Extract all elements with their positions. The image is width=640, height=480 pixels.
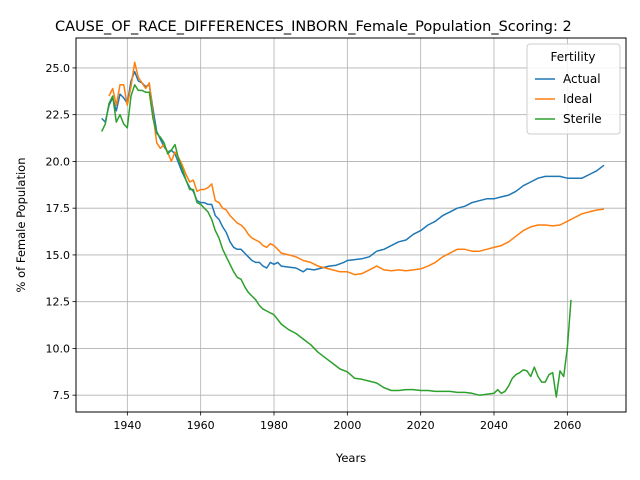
- chart-title: CAUSE_OF_RACE_DIFFERENCES_INBORN_Female_…: [55, 19, 572, 35]
- x-tick-label: 2020: [407, 419, 435, 432]
- x-tick-label: 2000: [333, 419, 361, 432]
- series-line-sterile: [101, 84, 572, 398]
- legend-label-actual: Actual: [563, 72, 601, 86]
- y-tick-label: 15.0: [46, 249, 71, 262]
- y-tick-label: 10.0: [46, 342, 71, 355]
- x-tick-label: 2060: [553, 419, 581, 432]
- y-tick-label: 20.0: [46, 155, 71, 168]
- y-axis-label: % of Female Population: [14, 158, 28, 293]
- y-tick-label: 25.0: [46, 62, 71, 75]
- axis-ticks: 1940 1960 1980 2000 2020 2040 2060 7.5 10.0 12.5 1…: [46, 62, 582, 432]
- legend-label-ideal: Ideal: [563, 92, 592, 106]
- series-lines: [101, 61, 605, 398]
- x-tick-label: 1960: [187, 419, 215, 432]
- y-tick-label: 17.5: [46, 202, 71, 215]
- plot-frame: [75, 37, 627, 413]
- legend-entries: Actual Ideal Sterile: [535, 72, 602, 126]
- x-tick-label: 2040: [480, 419, 508, 432]
- x-tick-label: 1980: [260, 419, 288, 432]
- x-tick-label: 1940: [113, 419, 141, 432]
- legend: Fertility Actual Ideal Sterile: [526, 43, 621, 135]
- y-tick-label: 7.5: [53, 389, 71, 402]
- y-tick-label: 12.5: [46, 296, 71, 309]
- y-tick-label: 22.5: [46, 109, 71, 122]
- legend-box: [526, 43, 621, 135]
- legend-title: Fertility: [550, 50, 595, 64]
- legend-label-sterile: Sterile: [563, 112, 602, 126]
- x-axis-label: Years: [335, 451, 366, 465]
